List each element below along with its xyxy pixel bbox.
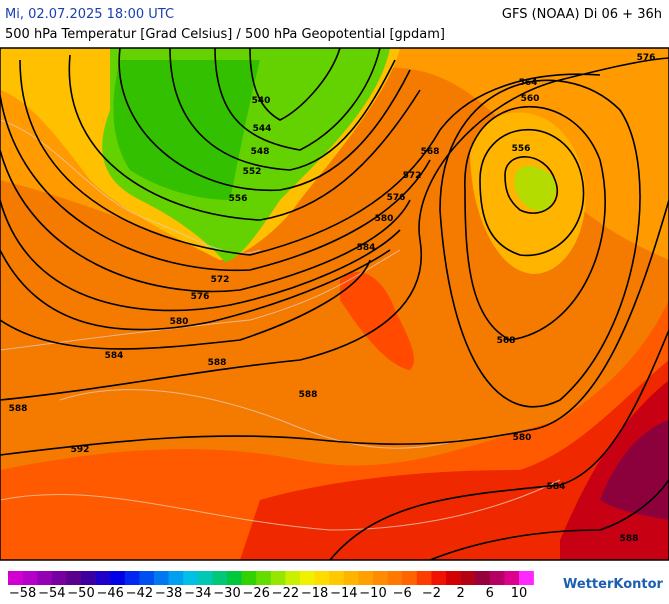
- colorbar-swatch: [489, 571, 505, 585]
- colorbar-swatch: [139, 571, 155, 585]
- colorbar-swatch: [270, 571, 286, 585]
- model-run: GFS (NOAA) Di 06 + 36h: [502, 7, 662, 22]
- colorbar-swatch: [227, 571, 242, 585]
- colorbar-swatch: [300, 571, 315, 585]
- contour-label: 580: [375, 214, 394, 224]
- colorbar-swatch: [256, 571, 272, 585]
- colorbar-label: −58: [9, 586, 36, 600]
- colorbar-swatch: [95, 571, 111, 585]
- contour-label: 580: [170, 317, 189, 327]
- colorbar-label: −10: [359, 586, 386, 600]
- contour-label: 540: [252, 96, 271, 106]
- contour-label: 576: [637, 53, 656, 63]
- colorbar-label: −18: [301, 586, 328, 600]
- colorbar-swatch: [66, 571, 82, 585]
- contour-label: 548: [251, 147, 270, 157]
- colorbar-label: 2: [456, 586, 464, 600]
- contour-label: 592: [71, 445, 90, 455]
- map-frame: [0, 47, 669, 561]
- colorbar-label: −50: [67, 586, 94, 600]
- contour-label: 556: [512, 144, 531, 154]
- colorbar-swatch: [197, 571, 213, 585]
- colorbar: −58 −54 −50 −46 −42 −38 −34 −30 −26 −22 −18 −14 −10−…: [8, 571, 534, 601]
- colorbar-swatch: [22, 571, 38, 585]
- contour-label: 560: [521, 94, 540, 104]
- colorbar-swatch: [285, 571, 301, 585]
- contour-labels: 5405445485525565645605565685725765805845…: [9, 53, 656, 544]
- contour-label: 588: [620, 534, 639, 544]
- colorbar-swatch: [110, 571, 126, 585]
- colorbar-swatch: [124, 571, 140, 585]
- colorbar-label: −14: [330, 586, 357, 600]
- contour-label: 584: [357, 243, 376, 253]
- colorbar-swatch: [402, 571, 418, 585]
- contour-label: 588: [299, 390, 318, 400]
- colorbar-swatch: [460, 571, 476, 585]
- colorbar-label: −42: [126, 586, 153, 600]
- colorbar-swatch: [475, 571, 491, 585]
- colorbar-swatch: [154, 571, 169, 585]
- contour-label: 588: [208, 358, 227, 368]
- contour-label: 572: [403, 171, 422, 181]
- colorbar-swatch: [168, 571, 184, 585]
- colorbar-label: −2: [422, 586, 441, 600]
- contour-label: 584: [547, 482, 566, 492]
- brand-logo: WetterKontor: [563, 577, 664, 592]
- colorbar-label: 6: [486, 586, 494, 600]
- colorbar-swatch: [314, 571, 330, 585]
- contour-label: 584: [105, 351, 124, 361]
- colorbar-swatch: [387, 571, 403, 585]
- colorbar-label: −38: [155, 586, 182, 600]
- colorbar-swatch: [416, 571, 432, 585]
- contour-label: 576: [387, 193, 406, 203]
- contour-label: 568: [497, 336, 516, 346]
- colorbar-label: −34: [184, 586, 211, 600]
- contour-label: 576: [191, 292, 210, 302]
- colorbar-label: −30: [213, 586, 240, 600]
- colorbar-label: −46: [96, 586, 123, 600]
- colorbar-swatch: [431, 571, 447, 585]
- colorbar-swatch: [8, 571, 23, 585]
- colorbar-swatch: [504, 571, 520, 585]
- valid-time: Mi, 02.07.2025 18:00 UTC: [5, 7, 174, 22]
- colorbar-swatch: [51, 571, 67, 585]
- colorbar-swatch: [519, 571, 534, 585]
- colorbar-swatch: [343, 571, 359, 585]
- colorbar-label: −26: [242, 586, 269, 600]
- colorbar-swatch: [37, 571, 53, 585]
- colorbar-swatch: [329, 571, 345, 585]
- colorbar-swatch: [241, 571, 257, 585]
- colorbar-label: −22: [272, 586, 299, 600]
- colorbar-swatch: [373, 571, 388, 585]
- colorbar-swatch: [81, 571, 96, 585]
- colorbar-swatch: [183, 571, 199, 585]
- map-subtitle: 500 hPa Temperatur [Grad Celsius] / 500 …: [5, 27, 445, 42]
- contour-label: 580: [513, 433, 532, 443]
- colorbar-swatch: [358, 571, 374, 585]
- contour-label: 568: [421, 147, 440, 157]
- colorbar-label: 10: [511, 586, 528, 600]
- map-field: [0, 47, 669, 561]
- contour-label: 544: [253, 124, 272, 134]
- colorbar-swatch: [212, 571, 228, 585]
- contour-label: 556: [229, 194, 248, 204]
- colorbar-swatch: [446, 571, 461, 585]
- contour-label: 588: [9, 404, 28, 414]
- colorbar-label: −54: [38, 586, 65, 600]
- contour-label: 564: [519, 78, 538, 88]
- contour-label: 572: [211, 275, 230, 285]
- contour-label: 552: [243, 167, 262, 177]
- colorbar-label: −6: [393, 586, 412, 600]
